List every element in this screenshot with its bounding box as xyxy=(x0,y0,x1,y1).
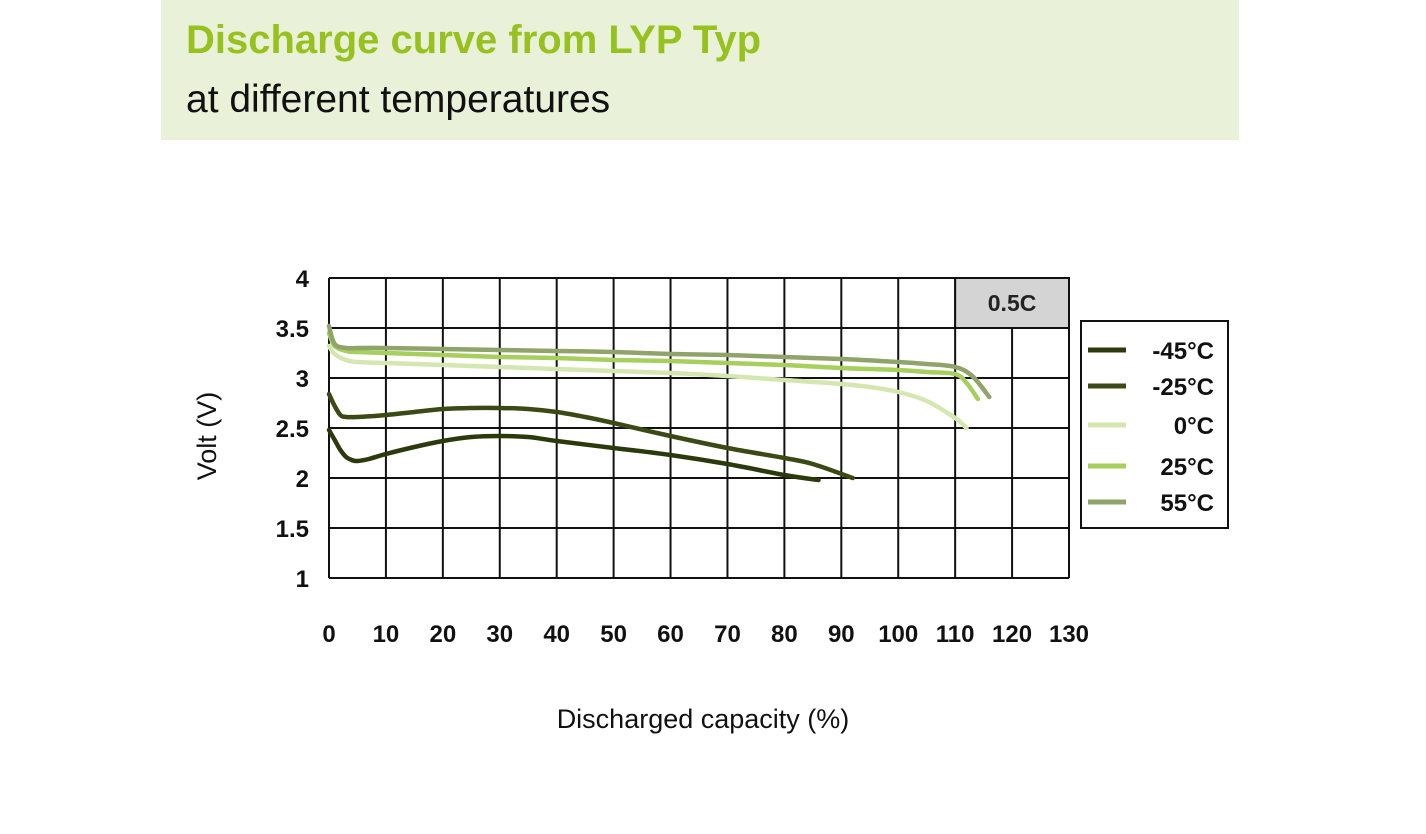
legend-label: 55°C xyxy=(1160,490,1214,517)
y-tick-label: 4 xyxy=(296,266,310,293)
chart-title: Discharge curve from LYP Typ xyxy=(186,18,762,62)
title-band xyxy=(161,0,1239,140)
series-line-0 xyxy=(326,427,821,483)
series-line-2 xyxy=(326,343,969,431)
x-tick-label: 40 xyxy=(543,621,570,648)
series-line-3 xyxy=(326,330,981,402)
x-tick-label: 50 xyxy=(600,621,627,648)
y-tick-label: 1 xyxy=(296,566,309,593)
y-tick-label: 2.5 xyxy=(276,416,309,443)
chart-subtitle: at different temperatures xyxy=(186,78,611,121)
y-tick-label: 3 xyxy=(296,366,309,393)
y-tick-label: 2 xyxy=(296,466,309,493)
series-lines xyxy=(326,323,992,483)
legend-label: -25°C xyxy=(1152,374,1214,401)
x-axis-label: Discharged capacity (%) xyxy=(557,704,850,734)
annotation-label: 0.5C xyxy=(988,290,1037,316)
legend-label: 25°C xyxy=(1160,454,1214,481)
x-tick-label: 70 xyxy=(714,621,741,648)
x-tick-label: 30 xyxy=(486,621,513,648)
series-line-4 xyxy=(326,323,992,400)
x-tick-label: 120 xyxy=(992,621,1032,648)
x-tick-label: 0 xyxy=(322,621,335,648)
series-line-1 xyxy=(326,391,855,481)
x-tick-label: 90 xyxy=(828,621,855,648)
x-tick-label: 80 xyxy=(771,621,798,648)
y-tick-label: 3.5 xyxy=(276,316,309,343)
y-tick-label: 1.5 xyxy=(276,516,309,543)
x-tick-label: 20 xyxy=(429,621,456,648)
annotation-box xyxy=(954,277,1071,329)
rate-annotation: 0.5C xyxy=(954,277,1071,329)
x-tick-label: 110 xyxy=(936,621,975,648)
y-axis-label: Volt (V) xyxy=(192,392,222,481)
x-tick-label: 100 xyxy=(878,621,918,648)
legend: -45°C -25°C 0°C 25°C 55°C xyxy=(1080,320,1229,529)
legend-label: 0°C xyxy=(1174,413,1214,440)
legend-label: -45°C xyxy=(1152,338,1214,365)
grid-lines xyxy=(328,277,1070,579)
x-tick-label: 130 xyxy=(1049,621,1089,648)
axis-ticks: 0 10 20 30 40 50 60 70 80 90 100 110 120 130 1 1.5 2 2.5 3… xyxy=(276,266,1089,648)
x-tick-label: 10 xyxy=(373,621,400,648)
x-tick-label: 60 xyxy=(657,621,684,648)
